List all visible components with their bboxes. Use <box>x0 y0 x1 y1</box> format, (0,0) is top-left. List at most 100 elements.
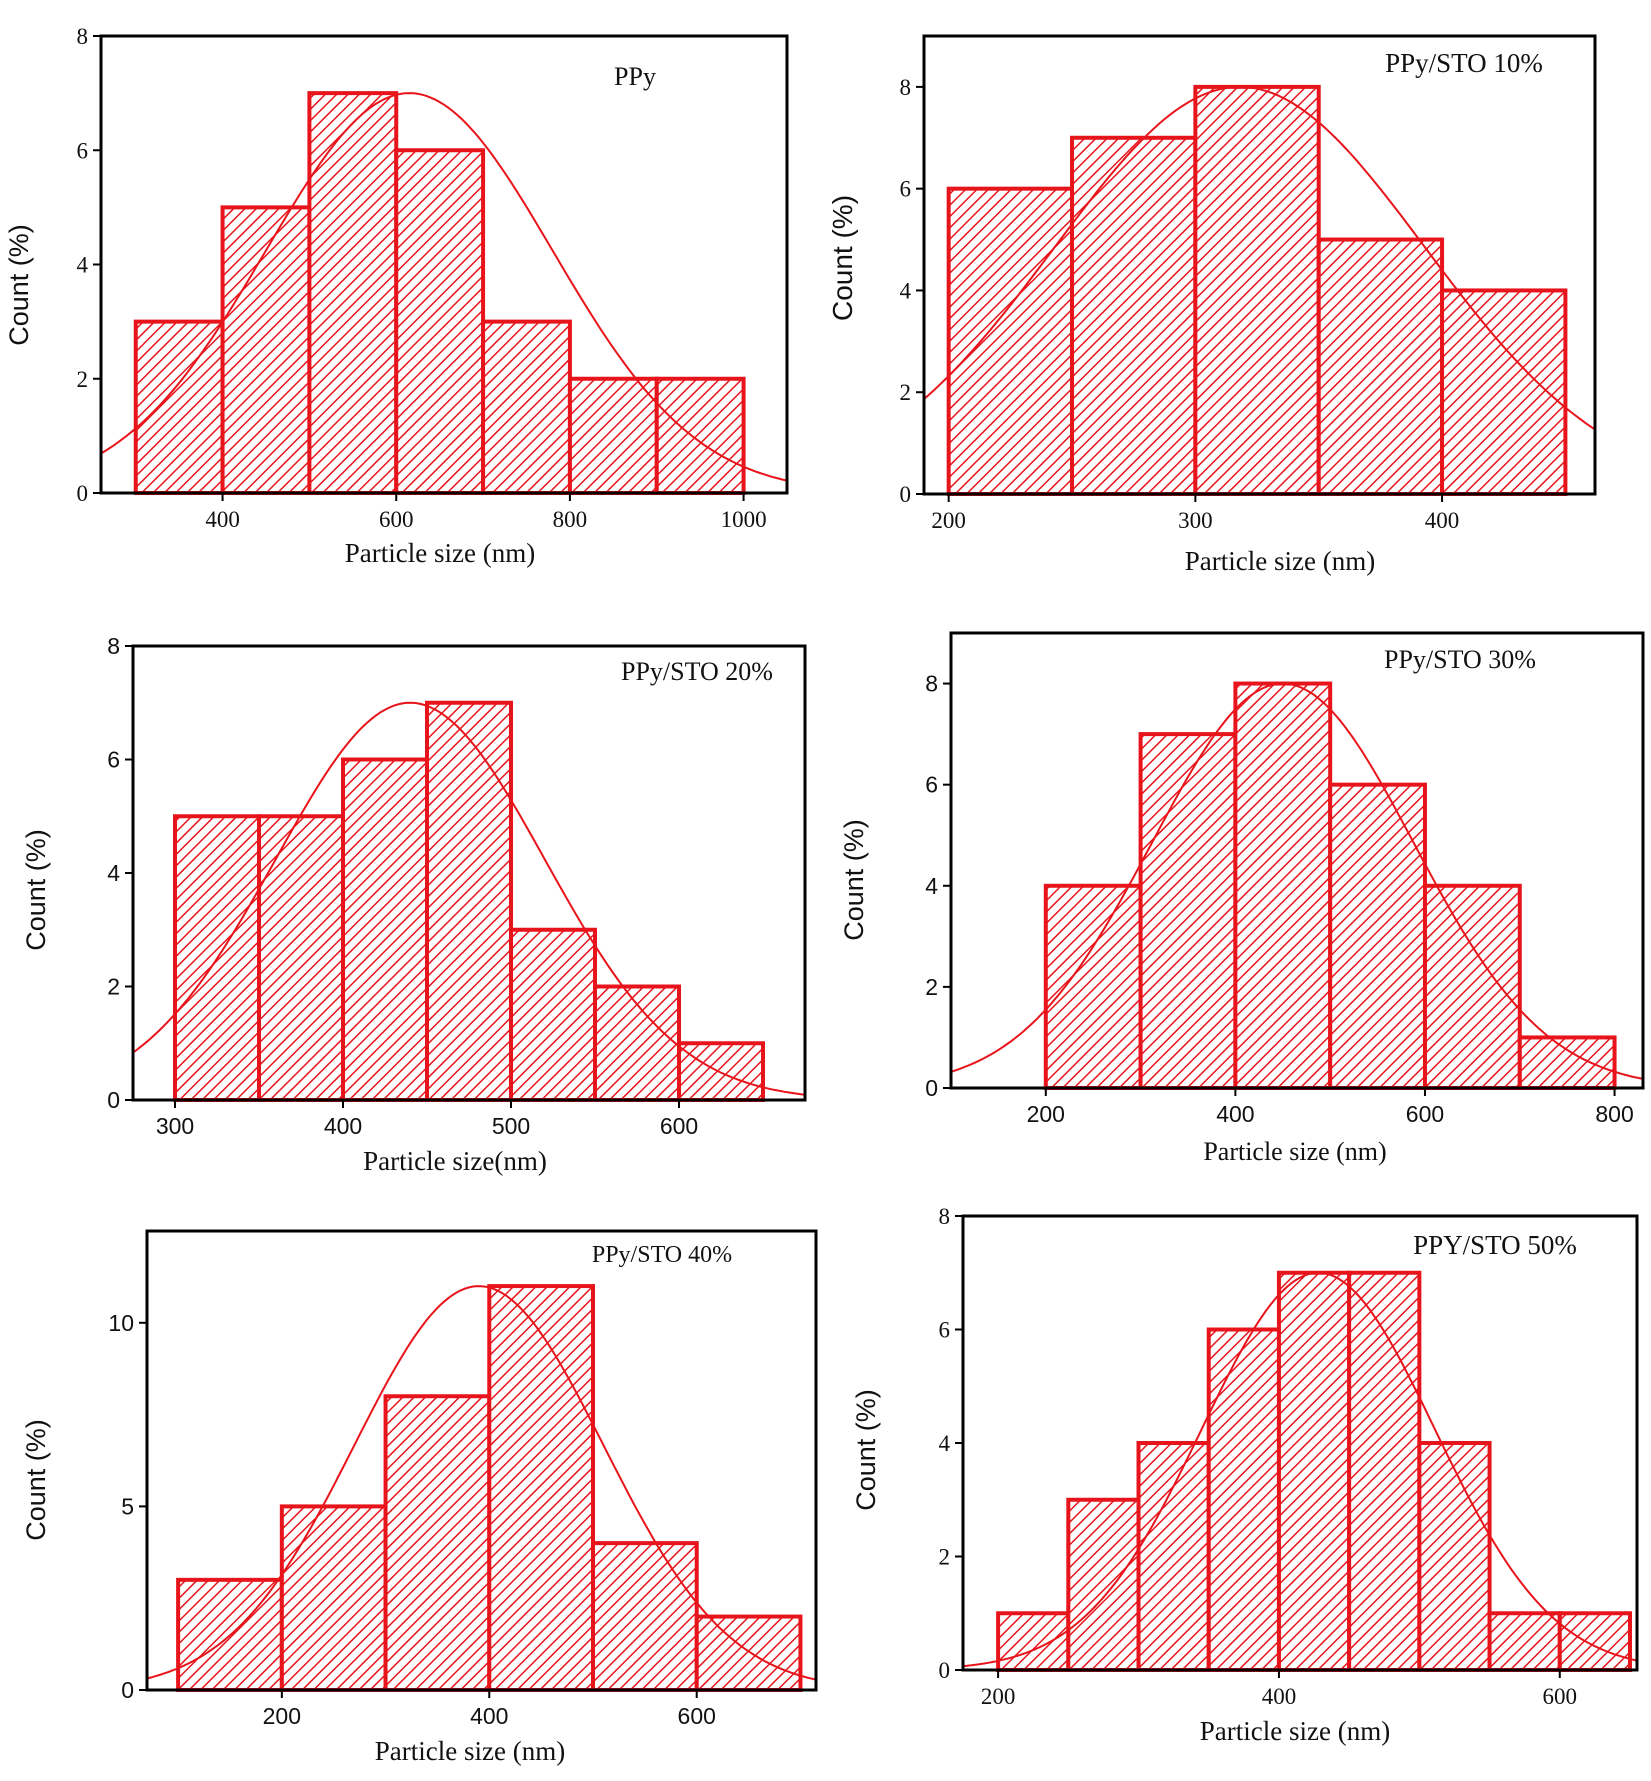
bar-sto50-200 <box>996 1611 1071 1672</box>
y-tick-label: 0 <box>77 481 89 506</box>
bar-ppy-300 <box>133 319 225 495</box>
y-tick-label: 2 <box>925 974 938 1000</box>
y-axis-label-sto40: Count (%) <box>21 1419 51 1541</box>
bar-sto40-200 <box>279 1504 388 1693</box>
x-tick-label: 600 <box>1406 1101 1444 1127</box>
y-tick-label: 0 <box>107 1087 120 1113</box>
bar-sto50-550 <box>1487 1611 1562 1672</box>
bar-ppy-700 <box>481 319 572 495</box>
y-tick-label: 0 <box>121 1677 134 1703</box>
bar-sto20-450 <box>425 700 513 1102</box>
y-tick-label: 2 <box>77 367 89 392</box>
bar-sto40-500 <box>591 1541 699 1692</box>
x-tick-label: 200 <box>981 1684 1016 1709</box>
chart-panel-sto10: 200 300 400 0 2 4 6 8 PPy/STO 10% Particle size (… <box>827 34 1597 576</box>
y-axis-label-sto50: Count (%) <box>851 1389 881 1511</box>
x-tick-label: 300 <box>1178 508 1213 533</box>
x-tick-label: 800 <box>1595 1101 1633 1127</box>
chart-panel-sto20: 300 400 500 600 0 2 4 6 8 PPy/STO 20% Particle siz… <box>21 633 807 1176</box>
y-tick-label: 8 <box>925 671 938 697</box>
bar-ppy-800 <box>567 376 659 495</box>
y-tick-label: 2 <box>900 380 912 405</box>
y-tick-label: 8 <box>900 75 912 100</box>
y-tick-label: 6 <box>939 1318 951 1343</box>
y-tick-label: 8 <box>107 633 120 659</box>
bar-sto50-450 <box>1347 1270 1422 1672</box>
x-tick-label: 400 <box>1262 1684 1297 1709</box>
y-tick-label: 4 <box>77 253 89 278</box>
y-axis-label-sto30: Count (%) <box>839 819 869 941</box>
bar-sto10-250 <box>1070 135 1198 496</box>
bar-sto50-250 <box>1066 1497 1141 1672</box>
plot-frame-sto10 <box>922 34 1597 496</box>
x-tick-label: 600 <box>1543 1684 1578 1709</box>
y-tick-label: 10 <box>108 1310 134 1336</box>
chart-title-sto10: PPy/STO 10% <box>1385 48 1543 78</box>
bar-sto10-350 <box>1316 237 1445 496</box>
x-tick-label: 400 <box>470 1703 508 1729</box>
bar-ppy-400 <box>220 205 312 495</box>
y-tick-label: 0 <box>900 482 912 507</box>
bar-sto20-300 <box>173 814 261 1102</box>
y-tick-label: 4 <box>107 860 120 886</box>
x-tick-label: 600 <box>678 1703 716 1729</box>
y-tick-label: 6 <box>77 138 89 163</box>
y-tick-label: 4 <box>900 278 912 303</box>
fit-curve-ppy <box>100 92 788 482</box>
x-tick-label: 600 <box>660 1113 698 1139</box>
bar-sto30-600 <box>1422 883 1522 1090</box>
bar-ppy-500 <box>307 91 399 495</box>
chart-title-sto40: PPy/STO 40% <box>592 1242 732 1268</box>
bar-sto40-400 <box>487 1284 596 1692</box>
y-tick-label: 0 <box>925 1075 938 1101</box>
chart-panel-ppy: 400 600 800 1000 0 2 4 6 8 PPy Particle size (nm) C… <box>4 24 789 568</box>
fit-curve-sto10 <box>923 85 1596 431</box>
bar-sto50-600 <box>1557 1611 1632 1672</box>
x-axis-label-sto40: Particle size (nm) <box>375 1736 565 1766</box>
bar-sto20-500 <box>509 927 597 1102</box>
y-tick-label: 8 <box>939 1204 951 1229</box>
bar-sto50-300 <box>1136 1441 1211 1672</box>
y-tick-label: 8 <box>77 24 89 49</box>
x-tick-label: 300 <box>156 1113 194 1139</box>
bar-sto40-600 <box>694 1614 803 1693</box>
x-axis-label-sto30: Particle size (nm) <box>1203 1137 1386 1166</box>
x-tick-label: 200 <box>1027 1101 1065 1127</box>
fit-curve-sto30 <box>950 682 1644 1080</box>
x-axis-label-sto10: Particle size (nm) <box>1185 546 1375 576</box>
y-tick-label: 2 <box>939 1545 951 1570</box>
bar-sto50-400 <box>1276 1270 1352 1672</box>
bar-sto10-300 <box>1193 84 1321 496</box>
x-tick-label: 400 <box>1216 1101 1254 1127</box>
bar-sto20-350 <box>257 814 345 1102</box>
x-tick-label: 600 <box>379 507 414 532</box>
chart-panel-sto50: 200 400 600 0 2 4 6 8 PPY/STO 50% Particle size (… <box>851 1204 1639 1746</box>
fit-curve-sto20 <box>132 701 806 1096</box>
x-axis-label-sto20: Particle size(nm) <box>363 1146 547 1176</box>
chart-panel-sto40: 200 400 600 0 5 10 PPy/STO 40% Particle size (n… <box>21 1229 818 1766</box>
fit-curve-sto40 <box>146 1285 817 1681</box>
y-axis-label-ppy: Count (%) <box>4 224 34 346</box>
plot-frame-sto40 <box>145 1229 818 1692</box>
y-tick-label: 4 <box>925 873 938 899</box>
bar-sto10-400 <box>1440 288 1568 497</box>
bar-sto30-200 <box>1043 883 1143 1090</box>
x-tick-label: 400 <box>324 1113 362 1139</box>
y-tick-label: 6 <box>107 747 120 773</box>
x-tick-label: 800 <box>553 507 588 532</box>
x-axis-label-sto50: Particle size (nm) <box>1200 1716 1390 1746</box>
fit-curve-sto50 <box>962 1271 1638 1668</box>
chart-title-ppy: PPy <box>614 62 656 91</box>
x-tick-label: 500 <box>492 1113 530 1139</box>
bar-sto30-700 <box>1517 1035 1617 1091</box>
bar-ppy-900 <box>654 376 746 495</box>
bar-sto30-300 <box>1138 732 1238 1090</box>
bar-sto30-500 <box>1328 782 1427 1091</box>
chart-title-sto50: PPY/STO 50% <box>1413 1230 1577 1260</box>
bar-ppy-600 <box>394 148 486 495</box>
y-axis-label-sto10: Count (%) <box>827 195 858 321</box>
bar-sto50-350 <box>1206 1327 1281 1672</box>
bar-sto30-400 <box>1233 681 1333 1090</box>
chart-title-sto30: PPy/STO 30% <box>1384 645 1536 674</box>
